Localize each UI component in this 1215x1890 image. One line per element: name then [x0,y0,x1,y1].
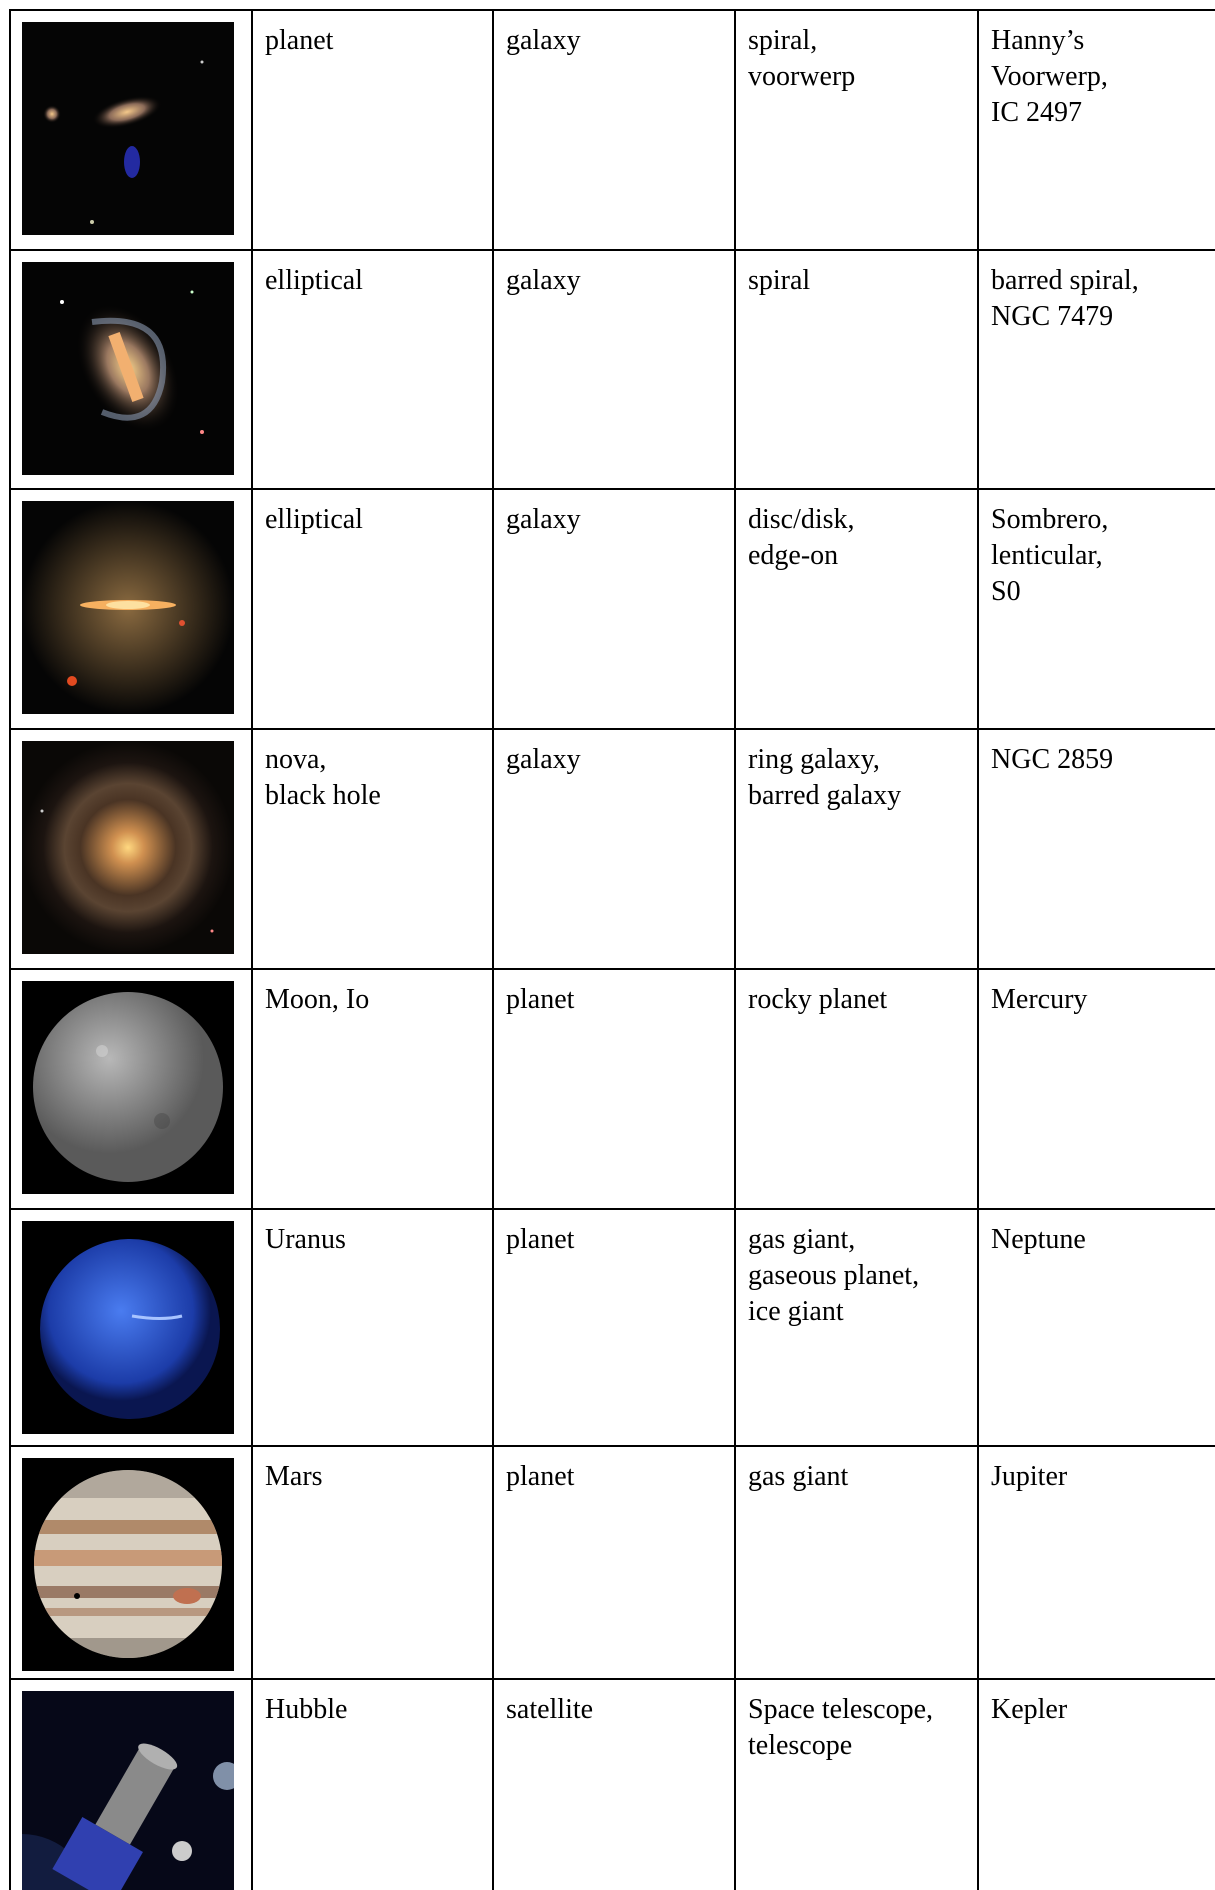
cell-text: Sombrero, lenticular, S0 [991,502,1108,610]
cell-text: NGC 2859 [991,742,1113,778]
cell-text: Jupiter [991,1459,1067,1495]
thumbnail [22,741,234,954]
column-border [977,9,979,1890]
row-border [9,488,1215,490]
cell-text: Mars [265,1459,323,1495]
row-border [9,1678,1215,1680]
cell-text: elliptical [265,502,363,538]
cell-text: barred spiral, NGC 7479 [991,263,1139,335]
column-border [9,9,11,1890]
row-border [9,249,1215,251]
cell-text: Kepler [991,1692,1067,1728]
cell-text: Space telescope, telescope [748,1692,933,1764]
cell-text: Moon, Io [265,982,369,1018]
cell-text: planet [265,23,333,59]
cell-text: galaxy [506,263,581,299]
row-border [9,9,1215,11]
cell-text: ring galaxy, barred galaxy [748,742,901,814]
cell-text: Hanny’s Voorwerp, IC 2497 [991,23,1108,131]
column-border [734,9,736,1890]
cell-text: planet [506,1222,574,1258]
cell-text: rocky planet [748,982,887,1018]
cell-text: galaxy [506,742,581,778]
cell-text: satellite [506,1692,593,1728]
column-border [492,9,494,1890]
row-border [9,968,1215,970]
cell-text: nova, black hole [265,742,381,814]
cell-text: Neptune [991,1222,1086,1258]
thumbnail [22,1221,234,1434]
cell-text: spiral, voorwerp [748,23,855,95]
row-border [9,728,1215,730]
cell-text: spiral [748,263,810,299]
cell-text: galaxy [506,23,581,59]
column-border [251,9,253,1890]
row-border [9,1208,1215,1210]
thumbnail [22,262,234,475]
cell-text: elliptical [265,263,363,299]
thumbnail [22,1458,234,1671]
cell-text: Hubble [265,1692,347,1728]
cell-text: gas giant [748,1459,848,1495]
cell-text: disc/disk, edge-on [748,502,855,574]
page: planet galaxy spiral, voorwerp Hanny’s Voor… [0,0,1215,1890]
row-border [9,1445,1215,1447]
cell-text: Mercury [991,982,1087,1018]
cell-text: planet [506,982,574,1018]
cell-text: galaxy [506,502,581,538]
cell-text: Uranus [265,1222,346,1258]
thumbnail [22,22,234,235]
cell-text: gas giant, gaseous planet, ice giant [748,1222,919,1330]
thumbnail [22,1691,234,1890]
cell-text: planet [506,1459,574,1495]
thumbnail [22,501,234,714]
thumbnail [22,981,234,1194]
